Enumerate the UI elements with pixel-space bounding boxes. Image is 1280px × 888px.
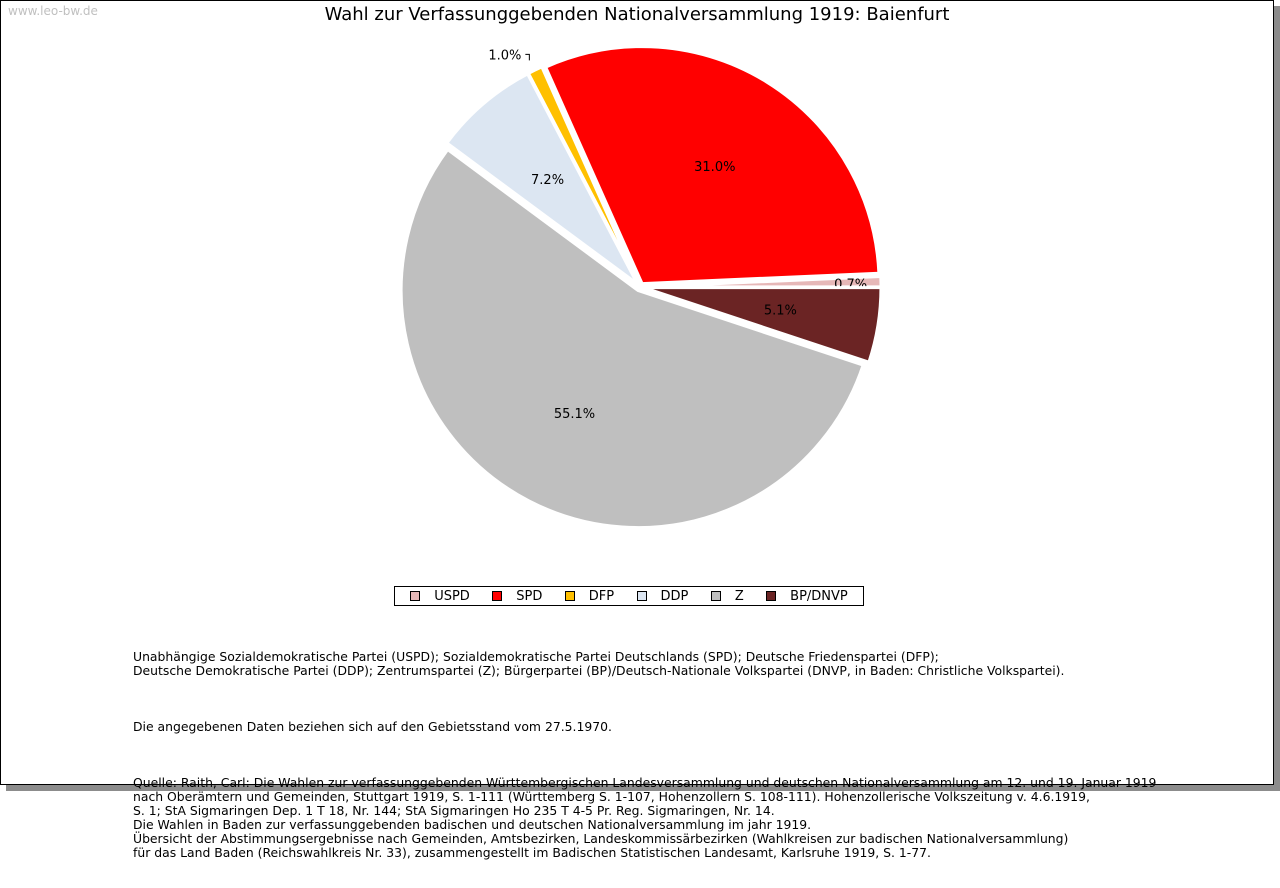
legend-item-z: Z — [710, 588, 744, 604]
legend-swatch-bp-dnvp — [766, 591, 777, 601]
legend-label-ddp: DDP — [660, 588, 689, 604]
data-label-ddp: 7.2% — [531, 173, 564, 188]
data-label-z: 55.1% — [554, 407, 595, 422]
legend-label-dfp: DFP — [588, 588, 615, 604]
leader-line-dfp — [525, 53, 530, 61]
pie-slice-bp-dnvp — [643, 286, 883, 365]
legend-swatch-dfp — [564, 591, 575, 601]
notes-source: Quelle: Raith, Carl: Die Wahlen zur verf… — [133, 775, 1157, 860]
pie-chart: 0.7%31.0%1.0%7.2%55.1%5.1% — [399, 45, 883, 530]
legend-swatch-z — [710, 591, 721, 601]
legend-swatch-ddp — [636, 591, 647, 601]
legend-label-bp-dnvp: BP/DNVP — [790, 588, 848, 604]
notes-territory: Die angegebenen Daten beziehen sich auf … — [133, 719, 612, 734]
legend-item-ddp: DDP — [636, 588, 689, 604]
legend-swatch-spd — [492, 591, 503, 601]
legend-label-uspd: USPD — [434, 588, 470, 604]
legend-swatch-uspd — [410, 591, 421, 601]
legend-label-spd: SPD — [516, 588, 543, 604]
legend: USPD SPD DFP DDP Z BP/DNVP — [394, 586, 864, 606]
legend-item-bp-dnvp: BP/DNVP — [766, 589, 848, 604]
legend-item-uspd: USPD — [410, 589, 470, 604]
pie-slice-z — [399, 147, 866, 530]
legend-label-z: Z — [734, 588, 744, 604]
notes: Unabhängige Sozialdemokratische Partei (… — [133, 622, 1156, 888]
pie-slice-ddp — [444, 71, 639, 286]
legend-item-spd: SPD — [492, 589, 542, 604]
pie-slice-spd — [543, 45, 881, 286]
chart-title: Wahl zur Verfassunggebenden Nationalvers… — [324, 4, 950, 25]
data-label-bp-dnvp: 5.1% — [764, 304, 797, 319]
notes-parties: Unabhängige Sozialdemokratische Partei (… — [133, 649, 1065, 678]
data-label-spd: 31.0% — [694, 160, 735, 175]
legend-item-dfp: DFP — [564, 588, 615, 604]
watermark: www.leo-bw.de — [8, 4, 98, 18]
data-label-dfp: 1.0% — [488, 48, 521, 63]
